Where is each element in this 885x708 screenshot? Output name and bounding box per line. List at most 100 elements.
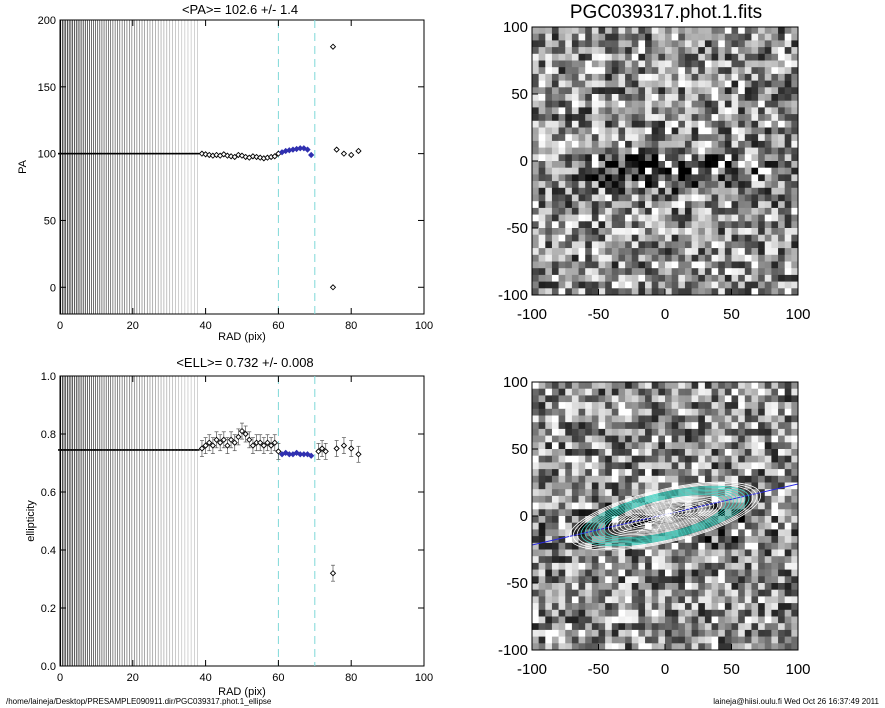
- image-pixel: [764, 114, 772, 122]
- image-pixel: [571, 40, 579, 48]
- image-pixel: [791, 576, 799, 584]
- image-pixel: [538, 288, 546, 296]
- image-pixel: [764, 167, 772, 175]
- image-pixel: [791, 629, 799, 637]
- image-pixel: [684, 509, 692, 517]
- image-pixel: [551, 489, 559, 497]
- image-pixel: [665, 268, 672, 276]
- image-pixel: [645, 556, 652, 564]
- image-pixel: [611, 509, 619, 517]
- image-pixel: [658, 469, 666, 477]
- image-pixel: [684, 609, 692, 617]
- image-pixel: [691, 536, 699, 544]
- image-pixel: [678, 134, 686, 142]
- image-pixel: [778, 53, 785, 61]
- image-pixel: [558, 187, 566, 195]
- image-pixel: [585, 201, 593, 209]
- isophote-ellipse: [576, 484, 754, 548]
- image-pixel: [771, 47, 779, 55]
- image-pixel: [778, 475, 785, 483]
- image-pixel: [591, 529, 599, 537]
- image-pixel: [591, 241, 599, 249]
- ell-point: [267, 442, 275, 449]
- image-pixel: [684, 589, 692, 597]
- image-pixel: [704, 207, 712, 215]
- image-pixel: [585, 609, 593, 617]
- image-pixel: [651, 462, 659, 470]
- image-pixel: [665, 181, 672, 189]
- image-pixel: [631, 475, 639, 483]
- image-pixel: [631, 489, 639, 497]
- image-pixel: [691, 87, 699, 95]
- image-pixel: [758, 462, 766, 470]
- image-pixel: [704, 495, 712, 503]
- image-pixel: [532, 120, 539, 128]
- image-pixel: [764, 576, 772, 584]
- image-pixel: [751, 147, 759, 155]
- ellipse-spoke: [622, 515, 666, 532]
- image-pixel: [778, 254, 785, 262]
- image-pixel: [671, 67, 679, 75]
- image-pixel: [551, 629, 559, 637]
- image-pixel: [684, 388, 692, 396]
- image-pixel: [538, 489, 546, 497]
- pa-ytick-label: 150: [38, 82, 56, 94]
- image-pixel: [744, 114, 752, 122]
- image-pixel: [598, 60, 606, 68]
- image-pixel: [532, 194, 539, 202]
- image-pixel: [618, 623, 626, 631]
- image-pixel: [698, 33, 706, 41]
- image-pixel: [598, 281, 606, 289]
- image-pixel: [578, 596, 586, 604]
- image-pixel: [771, 616, 779, 624]
- image-pixel: [605, 167, 613, 175]
- pa-xtick-label: 0: [57, 320, 63, 332]
- image-pixel: [758, 502, 766, 510]
- image-pixel: [598, 114, 606, 122]
- image-pixel: [731, 274, 739, 282]
- image-pixel: [545, 542, 553, 550]
- image-pixel: [651, 114, 659, 122]
- image-pixel: [631, 268, 639, 276]
- image-pixel: [605, 636, 613, 644]
- image-pixel: [638, 40, 646, 48]
- image-pixel: [671, 107, 679, 115]
- image-pixel: [711, 415, 719, 423]
- image-pixel: [711, 248, 719, 256]
- image-pixel: [718, 174, 726, 182]
- image-pixel: [778, 556, 785, 564]
- image-pixel: [651, 636, 659, 644]
- image-pixel: [731, 147, 739, 155]
- image-pixel: [751, 629, 759, 637]
- image-pixel: [578, 382, 586, 389]
- image-pixel: [791, 228, 799, 235]
- image-pixel: [618, 174, 626, 182]
- image-pixel: [791, 187, 799, 195]
- image-pixel: [545, 536, 553, 544]
- image-pixel: [751, 181, 759, 189]
- image-pixel: [538, 100, 546, 108]
- image-pixel: [611, 609, 619, 617]
- ellipticity-plot-marks: [198, 376, 362, 666]
- image-pixel: [558, 40, 566, 48]
- image-pixel: [684, 27, 692, 34]
- image-pixel: [704, 254, 712, 262]
- image-pixel: [771, 516, 779, 523]
- image-pixel: [598, 449, 606, 456]
- image-pixel: [724, 214, 732, 222]
- image-pixel: [545, 181, 553, 189]
- image-pixel: [665, 428, 672, 436]
- image-pixel: [611, 562, 619, 570]
- image-pixel: [645, 576, 652, 584]
- image-pixel: [784, 623, 792, 631]
- image-pixel: [585, 187, 593, 195]
- image-pixel: [691, 47, 699, 55]
- image-pixel: [698, 274, 706, 282]
- pa-point: [355, 147, 362, 155]
- image-pixel: [631, 623, 639, 631]
- image-pixel: [698, 562, 706, 570]
- image-pixel: [545, 254, 553, 262]
- image-pixel: [764, 562, 772, 570]
- image-pixel: [618, 643, 626, 651]
